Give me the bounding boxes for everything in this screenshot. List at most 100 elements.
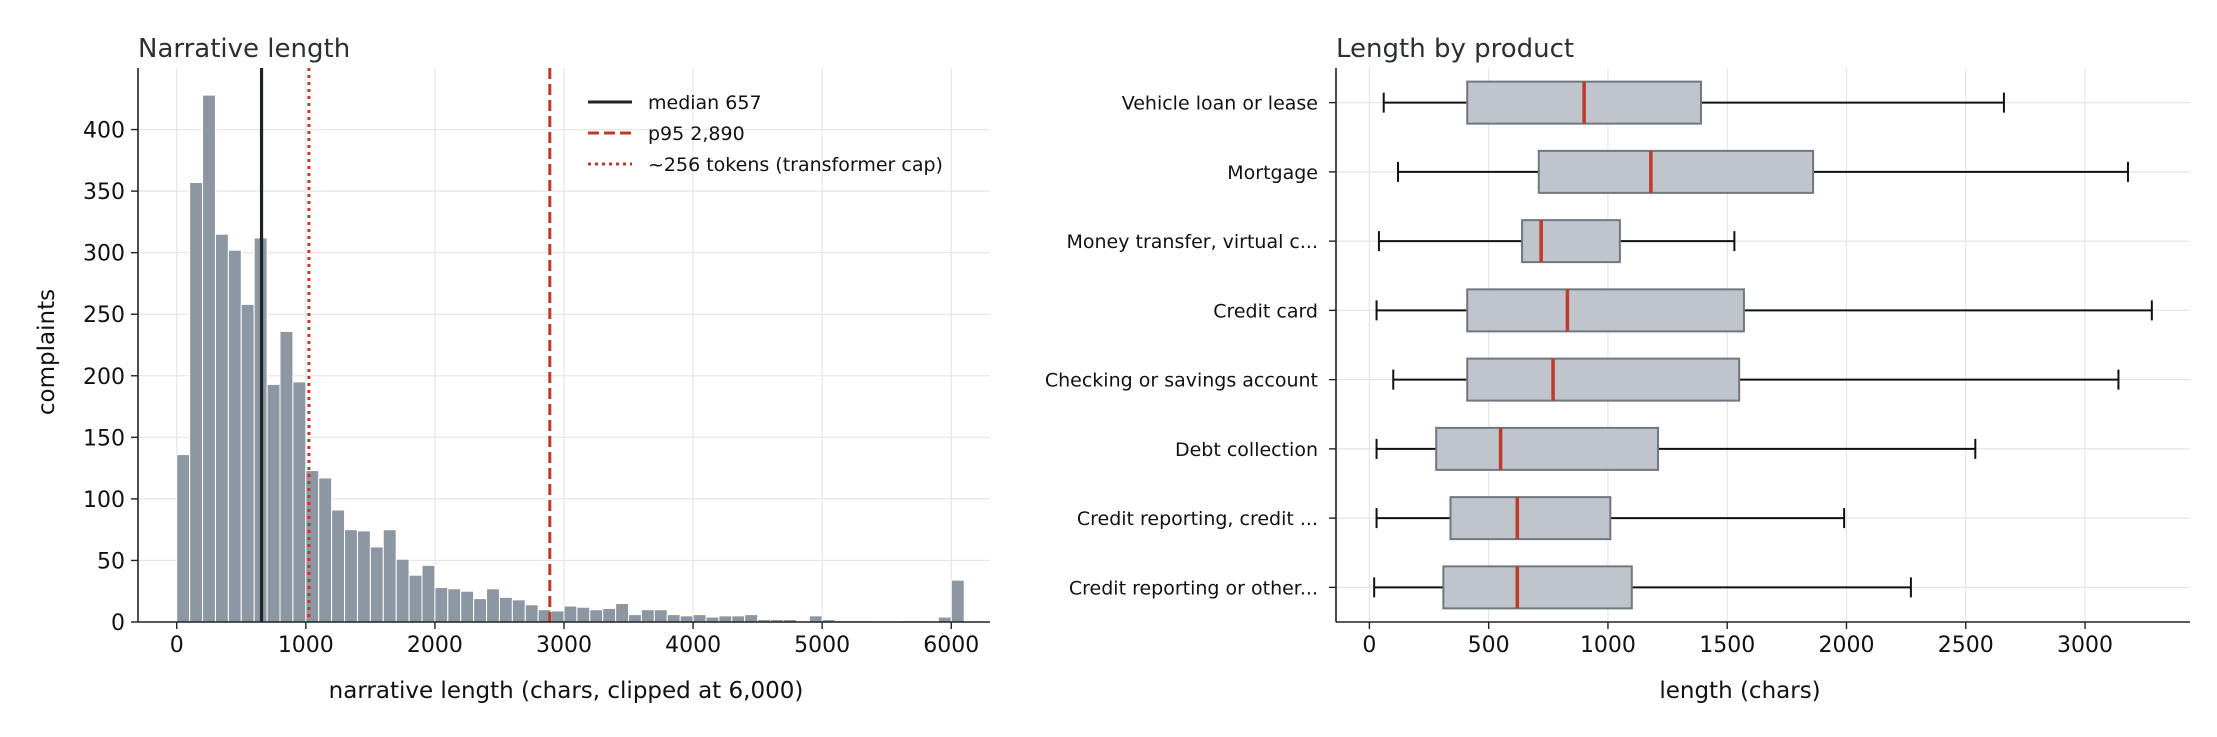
histogram-bar-60 bbox=[950, 579, 965, 623]
histogram-bar-1 bbox=[189, 181, 204, 623]
histogram-y-tick-label: 250 bbox=[83, 303, 125, 328]
legend-entry-label: ~256 tokens (transformer cap) bbox=[648, 154, 943, 176]
histogram-bar-20 bbox=[434, 587, 449, 623]
histogram-title: Narrative length bbox=[138, 34, 350, 64]
histogram-bar-38 bbox=[666, 614, 681, 623]
histogram-bar-2 bbox=[202, 94, 216, 623]
histogram-bar-17 bbox=[395, 558, 410, 623]
boxplot-panel: 0 500 1000 1500 2000 2500 3000 Vehicle loan or… bbox=[1045, 34, 2190, 704]
histogram-y-tick-label: 100 bbox=[83, 488, 125, 513]
box-iqr bbox=[1466, 288, 1745, 333]
histogram-bar-7 bbox=[266, 383, 281, 623]
histogram-bar-19 bbox=[421, 564, 436, 623]
boxplot-category-label: Vehicle loan or lease bbox=[1122, 93, 1318, 115]
histogram-x-tick-label: 6000 bbox=[923, 633, 979, 658]
histogram-x-tick-label: 3000 bbox=[536, 633, 592, 658]
boxplot-x-tick-label: 500 bbox=[1468, 633, 1510, 658]
boxplot-category-label: Credit card bbox=[1213, 300, 1318, 322]
histogram-bar-9 bbox=[292, 381, 307, 623]
histogram-bar-34 bbox=[615, 603, 630, 623]
box-4 bbox=[1392, 357, 2120, 402]
boxplot-category-label: Credit reporting, credit ... bbox=[1077, 508, 1318, 530]
boxplot-category-label: Credit reporting or other... bbox=[1069, 577, 1318, 599]
histogram-bar-27 bbox=[524, 604, 539, 623]
histogram-bar-43 bbox=[731, 615, 746, 623]
histogram-bar-49 bbox=[808, 615, 823, 623]
histogram-bar-23 bbox=[473, 598, 488, 623]
histogram-bar-16 bbox=[382, 529, 397, 623]
boxplot-ticks: 0 500 1000 1500 2000 2500 3000 bbox=[1362, 622, 2113, 658]
boxplot-x-tick-label: 2500 bbox=[1938, 633, 1994, 658]
histogram-y-tick-label: 0 bbox=[111, 611, 125, 636]
histogram-x-tick-label: 5000 bbox=[794, 633, 850, 658]
histogram-bar-8 bbox=[279, 330, 294, 623]
box-1 bbox=[1397, 149, 2129, 194]
histogram-bar-36 bbox=[640, 609, 655, 623]
box-3 bbox=[1375, 288, 2153, 333]
histogram-y-tick-label: 150 bbox=[83, 426, 125, 451]
histogram-x-tick-label: 2000 bbox=[407, 633, 463, 658]
histogram-bar-37 bbox=[653, 609, 668, 623]
histogram-bar-4 bbox=[227, 249, 242, 623]
histogram-x-axis-label: narrative length (chars, clipped at 6,00… bbox=[329, 678, 804, 704]
boxplot-x-tick-label: 1500 bbox=[1699, 633, 1755, 658]
box-0 bbox=[1382, 80, 2005, 125]
legend-entry-label: p95 2,890 bbox=[648, 123, 745, 145]
box-iqr bbox=[1466, 357, 1741, 402]
box-iqr bbox=[1435, 426, 1660, 471]
histogram-bar-12 bbox=[331, 509, 346, 623]
histogram-y-tick-label: 350 bbox=[83, 180, 125, 205]
histogram-x-tick-label: 4000 bbox=[665, 633, 721, 658]
histogram-bar-13 bbox=[344, 529, 358, 623]
histogram-bar-24 bbox=[486, 588, 500, 623]
histogram-bar-5 bbox=[240, 303, 255, 623]
boxplot-title: Length by product bbox=[1336, 34, 1574, 64]
histogram-x-tick-label: 1000 bbox=[278, 633, 334, 658]
boxplot-category-label: Debt collection bbox=[1175, 439, 1318, 461]
histogram-y-tick-label: 300 bbox=[83, 242, 125, 267]
histogram-bar-25 bbox=[498, 596, 513, 623]
histogram-bar-39 bbox=[679, 615, 694, 623]
histogram-bar-22 bbox=[460, 590, 475, 623]
histogram-ticks: 0 1000 2000 3000 4000 5000 6000 0 50 100 150 200 250… bbox=[83, 119, 979, 658]
histogram-bar-0 bbox=[176, 454, 191, 623]
boxplot-x-tick-label: 1000 bbox=[1580, 633, 1636, 658]
box-2 bbox=[1377, 219, 1736, 264]
histogram-bar-44 bbox=[744, 614, 759, 623]
box-6 bbox=[1375, 496, 1846, 541]
histogram-bar-32 bbox=[589, 609, 604, 623]
histogram-bar-18 bbox=[408, 574, 423, 623]
boxplot-x-tick-label: 2000 bbox=[1818, 633, 1874, 658]
histogram-bar-30 bbox=[563, 605, 578, 623]
box-iqr bbox=[1537, 149, 1815, 194]
histogram-legend: median 657 p95 2,890 ~256 tokens (transfor… bbox=[588, 92, 943, 176]
box-5 bbox=[1375, 426, 1977, 471]
histogram-bar-42 bbox=[718, 615, 733, 623]
histogram-x-tick-label: 0 bbox=[170, 633, 184, 658]
box-iqr bbox=[1442, 565, 1633, 610]
histogram-bar-40 bbox=[692, 614, 707, 623]
boxplot-x-tick-label: 3000 bbox=[2057, 633, 2113, 658]
box-iqr bbox=[1449, 496, 1612, 541]
boxplot-category-label: Mortgage bbox=[1227, 162, 1318, 184]
histogram-y-tick-label: 400 bbox=[83, 119, 125, 144]
histogram-y-tick-label: 200 bbox=[83, 365, 125, 390]
histogram-bar-15 bbox=[369, 546, 384, 623]
histogram-bar-31 bbox=[576, 606, 591, 623]
histogram-bar-29 bbox=[550, 610, 565, 623]
boxplot-x-tick-label: 0 bbox=[1362, 633, 1376, 658]
histogram-bar-26 bbox=[511, 599, 526, 623]
histogram-bars bbox=[176, 94, 965, 623]
histogram-panel: 0 1000 2000 3000 4000 5000 6000 0 50 100 150 200 250… bbox=[34, 34, 990, 704]
boxplot-category-label: Checking or savings account bbox=[1045, 370, 1318, 392]
histogram-y-tick-label: 50 bbox=[97, 549, 125, 574]
boxplot-x-axis-label: length (chars) bbox=[1659, 678, 1820, 704]
box-iqr bbox=[1521, 219, 1621, 264]
histogram-bar-33 bbox=[602, 607, 617, 623]
histogram-reference-lines bbox=[259, 68, 552, 622]
boxplot-category-labels: Vehicle loan or lease Mortgage Money trans… bbox=[1045, 93, 1336, 599]
histogram-bar-14 bbox=[356, 530, 371, 623]
histogram-bar-11 bbox=[318, 477, 333, 623]
histogram-bar-21 bbox=[447, 588, 462, 623]
